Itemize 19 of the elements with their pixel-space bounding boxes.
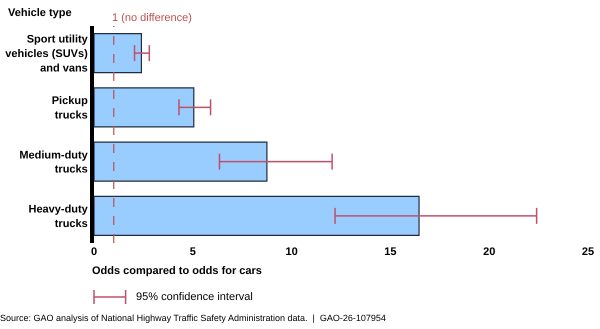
x-axis-title: Odds compared to odds for cars — [92, 265, 262, 277]
source-note: Source: GAO analysis of National Highway Traffic Safety Administration data. | GAO-26-107954 — [0, 313, 386, 323]
y-tick-label: Pickup trucks — [52, 95, 88, 122]
y-tick-label: Medium-duty trucks — [19, 149, 89, 176]
x-tick-label: 0 — [90, 246, 98, 258]
x-tick-label: 25 — [582, 246, 594, 258]
y-tick-label: Sport utility vehicles (SUVs) and vans — [5, 34, 89, 74]
bar — [94, 87, 194, 128]
bar — [94, 142, 268, 182]
bar — [94, 33, 142, 74]
x-tick-label: 20 — [483, 246, 496, 258]
bar — [94, 196, 420, 236]
ref-line-label: 1 (no difference) — [112, 12, 192, 24]
text: 95% confidence interval — [136, 291, 253, 303]
y-tick-label: Heavy-duty trucks — [28, 204, 89, 230]
x-tick-label: 15 — [384, 246, 397, 258]
y-axis-title: Vehicle type — [8, 7, 72, 19]
x-tick-label: 10 — [285, 246, 298, 258]
x-tick-label: 5 — [190, 246, 196, 258]
